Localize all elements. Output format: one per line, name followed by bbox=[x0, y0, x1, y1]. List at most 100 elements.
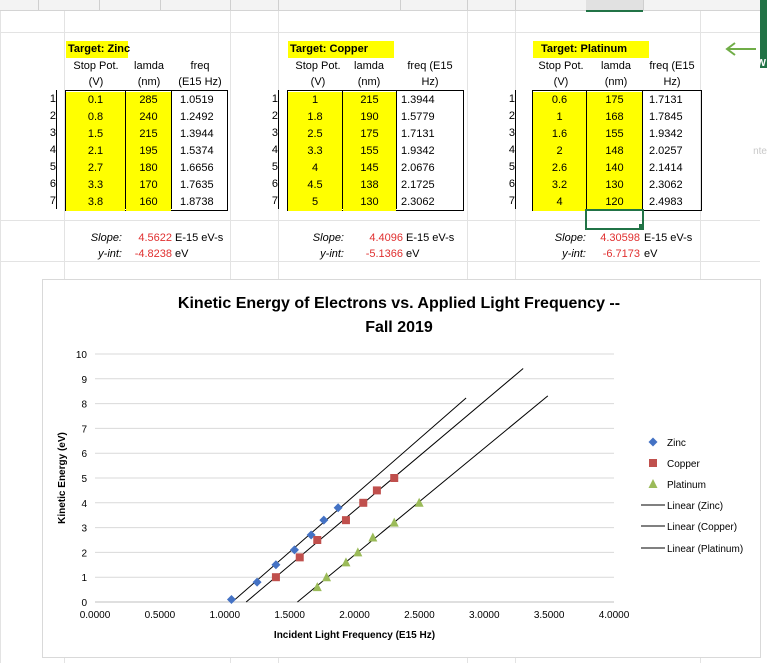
active-cell[interactable] bbox=[585, 209, 644, 230]
freq-cell[interactable]: 1.7131 bbox=[401, 128, 435, 140]
target-label[interactable]: Target: Platinum bbox=[533, 41, 649, 58]
header-freq-unit[interactable]: Hz) bbox=[663, 76, 681, 88]
yint-label[interactable]: y-int: bbox=[98, 248, 122, 260]
stop-pot-cell[interactable]: 2.5 bbox=[288, 126, 342, 143]
yint-unit[interactable]: eV bbox=[644, 248, 658, 260]
chart-area[interactable]: Kinetic Energy of Electrons vs. Applied … bbox=[42, 279, 761, 658]
lamda-cell[interactable]: 175 bbox=[343, 126, 396, 143]
side-panel-edge[interactable] bbox=[760, 0, 767, 68]
stop-pot-cell[interactable]: 2.7 bbox=[66, 160, 125, 177]
stop-pot-cell[interactable]: 1 bbox=[288, 92, 342, 109]
stop-pot-cell[interactable]: 1.6 bbox=[533, 126, 586, 143]
lamda-cell[interactable]: 175 bbox=[587, 92, 642, 109]
freq-cell[interactable]: 1.7635 bbox=[180, 179, 214, 191]
stop-pot-cell[interactable]: 3.3 bbox=[66, 177, 125, 194]
stop-pot-cell[interactable]: 0.6 bbox=[533, 92, 586, 109]
freq-cell[interactable]: 1.3944 bbox=[401, 94, 435, 106]
lamda-cell[interactable]: 145 bbox=[343, 160, 396, 177]
freq-cell[interactable]: 2.1414 bbox=[649, 162, 683, 174]
freq-cell[interactable]: 2.3062 bbox=[649, 179, 683, 191]
header-lamda[interactable]: lamda bbox=[354, 60, 384, 72]
yint-unit[interactable]: eV bbox=[406, 248, 420, 260]
header-lamda-unit[interactable]: (nm) bbox=[604, 76, 628, 88]
header-lamda[interactable]: lamda bbox=[134, 60, 164, 72]
stop-pot-cell[interactable]: 2.1 bbox=[66, 143, 125, 160]
freq-cell[interactable]: 1.3944 bbox=[180, 128, 214, 140]
freq-cell[interactable]: 2.4983 bbox=[649, 196, 683, 208]
freq-cell[interactable]: 1.6656 bbox=[180, 162, 214, 174]
stop-pot-cell[interactable]: 1.8 bbox=[288, 109, 342, 126]
header-stop-pot[interactable]: Stop Pot. bbox=[73, 60, 119, 72]
yint-value[interactable]: -6.7173 bbox=[602, 248, 640, 260]
stop-pot-cell[interactable]: 0.1 bbox=[66, 92, 125, 109]
header-lamda-unit[interactable]: (nm) bbox=[357, 76, 381, 88]
target-label[interactable]: Target: Zinc bbox=[66, 41, 130, 58]
lamda-cell[interactable]: 195 bbox=[126, 143, 171, 160]
lamda-cell[interactable]: 120 bbox=[587, 194, 642, 211]
stop-pot-cell[interactable]: 4.5 bbox=[288, 177, 342, 194]
slope-unit[interactable]: E-15 eV-s bbox=[175, 232, 224, 244]
header-lamda[interactable]: lamda bbox=[601, 60, 631, 72]
fill-handle[interactable] bbox=[639, 224, 644, 229]
header-stop-pot[interactable]: Stop Pot. bbox=[295, 60, 341, 72]
header-freq-unit[interactable]: Hz) bbox=[421, 76, 439, 88]
lamda-cell[interactable]: 190 bbox=[343, 109, 396, 126]
stop-pot-cell[interactable]: 1.5 bbox=[66, 126, 125, 143]
stop-pot-cell[interactable]: 2 bbox=[533, 143, 586, 160]
slope-label[interactable]: Slope: bbox=[312, 232, 344, 244]
yint-value[interactable]: -5.1366 bbox=[365, 248, 403, 260]
header-stop-pot[interactable]: Stop Pot. bbox=[538, 60, 584, 72]
slope-label[interactable]: Slope: bbox=[90, 232, 122, 244]
lamda-cell[interactable]: 130 bbox=[343, 194, 396, 211]
header-stop-pot-unit[interactable]: (V) bbox=[310, 76, 326, 88]
target-label[interactable]: Target: Copper bbox=[288, 41, 394, 58]
stop-pot-cell[interactable]: 5 bbox=[288, 194, 342, 211]
header-stop-pot-unit[interactable]: (V) bbox=[553, 76, 569, 88]
slope-value[interactable]: 4.4096 bbox=[369, 232, 403, 244]
slope-value[interactable]: 4.30598 bbox=[600, 232, 640, 244]
header-freq[interactable]: freq bbox=[190, 60, 210, 72]
freq-cell[interactable]: 2.0676 bbox=[401, 162, 435, 174]
lamda-cell[interactable]: 155 bbox=[587, 126, 642, 143]
freq-cell[interactable]: 1.0519 bbox=[180, 94, 214, 106]
freq-cell[interactable]: 1.9342 bbox=[401, 145, 435, 157]
lamda-cell[interactable]: 215 bbox=[126, 126, 171, 143]
yint-value[interactable]: -4.8238 bbox=[134, 248, 172, 260]
slope-unit[interactable]: E-15 eV-s bbox=[406, 232, 455, 244]
header-freq-unit[interactable]: (E15 Hz) bbox=[178, 76, 222, 88]
lamda-cell[interactable]: 138 bbox=[343, 177, 396, 194]
yint-label[interactable]: y-int: bbox=[320, 248, 344, 260]
lamda-cell[interactable]: 155 bbox=[343, 143, 396, 160]
lamda-cell[interactable]: 170 bbox=[126, 177, 171, 194]
stop-pot-cell[interactable]: 3.2 bbox=[533, 177, 586, 194]
freq-cell[interactable]: 1.9342 bbox=[649, 128, 683, 140]
lamda-cell[interactable]: 180 bbox=[126, 160, 171, 177]
stop-pot-cell[interactable]: 2.6 bbox=[533, 160, 586, 177]
freq-cell[interactable]: 2.3062 bbox=[401, 196, 435, 208]
freq-cell[interactable]: 2.0257 bbox=[649, 145, 683, 157]
slope-label[interactable]: Slope: bbox=[554, 232, 586, 244]
freq-cell[interactable]: 1.5374 bbox=[180, 145, 214, 157]
header-lamda-unit[interactable]: (nm) bbox=[137, 76, 161, 88]
lamda-cell[interactable]: 140 bbox=[587, 160, 642, 177]
stop-pot-cell[interactable]: 3.8 bbox=[66, 194, 125, 211]
freq-cell[interactable]: 1.7845 bbox=[649, 111, 683, 123]
lamda-cell[interactable]: 148 bbox=[587, 143, 642, 160]
slope-value[interactable]: 4.5622 bbox=[138, 232, 172, 244]
lamda-cell[interactable]: 160 bbox=[126, 194, 171, 211]
lamda-cell[interactable]: 215 bbox=[343, 92, 396, 109]
freq-cell[interactable]: 1.8738 bbox=[180, 196, 214, 208]
yint-unit[interactable]: eV bbox=[175, 248, 189, 260]
lamda-cell[interactable]: 240 bbox=[126, 109, 171, 126]
stop-pot-cell[interactable]: 1 bbox=[533, 109, 586, 126]
stop-pot-cell[interactable]: 3.3 bbox=[288, 143, 342, 160]
freq-cell[interactable]: 1.7131 bbox=[649, 94, 683, 106]
stop-pot-cell[interactable]: 4 bbox=[288, 160, 342, 177]
lamda-cell[interactable]: 130 bbox=[587, 177, 642, 194]
freq-cell[interactable]: 1.2492 bbox=[180, 111, 214, 123]
header-freq[interactable]: freq (E15 bbox=[649, 60, 695, 72]
header-freq[interactable]: freq (E15 bbox=[407, 60, 453, 72]
header-stop-pot-unit[interactable]: (V) bbox=[88, 76, 104, 88]
yint-label[interactable]: y-int: bbox=[562, 248, 586, 260]
stop-pot-cell[interactable]: 4 bbox=[533, 194, 586, 211]
